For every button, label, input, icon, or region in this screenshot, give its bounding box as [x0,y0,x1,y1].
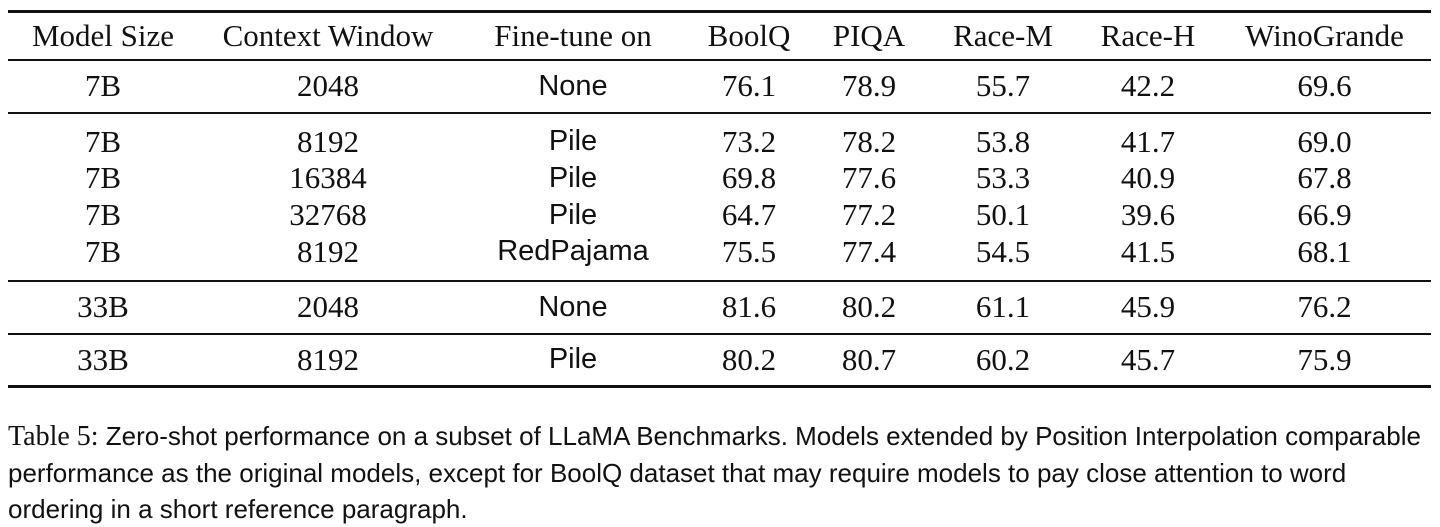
cell-boolq: 75.5 [721,233,777,269]
cell-context-window: 8192 [297,341,359,377]
header-row: Model Size Context Window Fine-tune on B… [8,12,1431,60]
cell-context-window: 32768 [289,197,367,232]
cell-piqa: 78.9 [841,68,897,103]
header-fine-tune-on: Fine-tune on [494,17,652,53]
cell-race-m: 61.1 [975,289,1031,324]
table-group: 7B 2048 None 76.1 78.9 55.7 42.2 69.6 [8,60,1431,113]
cell-piqa: 77.2 [841,197,897,232]
cell-context-window: 2048 [297,289,359,324]
cell-fine-tune-on: Pile [548,161,598,194]
cell-race-m: 50.1 [975,197,1031,232]
caption-text: Zero-shot performance on a subset of LLa… [8,421,1421,524]
cell-fine-tune-on: None [538,290,608,323]
cell-piqa: 77.4 [841,233,897,269]
cell-boolq: 76.1 [721,68,777,103]
cell-context-window: 16384 [289,160,367,195]
cell-fine-tune-on: Pile [548,198,598,231]
cell-winogrande: 75.9 [1297,341,1352,377]
cell-model-size: 7B [84,123,122,159]
cell-winogrande: 69.6 [1297,68,1352,103]
cell-model-size: 7B [84,160,122,195]
cell-winogrande: 76.2 [1297,289,1352,324]
cell-fine-tune-on: Pile [548,125,598,157]
table-row: 7B 32768 Pile 64.7 77.2 50.1 39.6 66.9 [8,197,1431,234]
cell-model-size: 7B [84,68,122,103]
cell-context-window: 2048 [297,68,359,103]
cell-model-size: 7B [84,233,122,269]
cell-winogrande: 66.9 [1297,197,1352,232]
table-group: 33B 2048 None 81.6 80.2 61.1 45.9 76.2 [8,281,1431,334]
cell-race-m: 55.7 [975,68,1031,103]
cell-race-h: 42.2 [1120,68,1176,103]
cell-fine-tune-on: RedPajama [497,235,649,267]
header-model-size: Model Size [31,17,175,53]
cell-fine-tune-on: None [538,69,608,102]
cell-piqa: 80.2 [841,289,897,324]
table-row: 7B 2048 None 76.1 78.9 55.7 42.2 69.6 [8,60,1431,113]
cell-winogrande: 68.1 [1297,233,1352,269]
results-table: Model Size Context Window Fine-tune on B… [8,10,1431,388]
header-winogrande: WinoGrande [1245,17,1404,53]
cell-winogrande: 67.8 [1297,160,1352,195]
cell-race-m: 54.5 [975,233,1031,269]
cell-race-m: 60.2 [975,341,1031,377]
header-boolq: BoolQ [707,17,791,53]
table-caption: Table 5: Zero-shot performance on a subs… [8,418,1433,527]
cell-fine-tune-on: Pile [548,343,598,376]
cell-context-window: 8192 [297,123,359,159]
table-header: Model Size Context Window Fine-tune on B… [8,11,1431,60]
cell-race-h: 41.7 [1120,123,1176,159]
table-group: 7B 8192 Pile 73.2 78.2 53.8 41.7 69.0 7B 16384 Pil… [8,113,1431,281]
table-row: 7B 8192 Pile 73.2 78.2 53.8 41.7 69.0 [8,113,1431,160]
cell-winogrande: 69.0 [1297,123,1352,159]
cell-boolq: 80.2 [721,341,777,377]
cell-piqa: 78.2 [841,123,897,159]
cell-race-m: 53.8 [975,123,1031,159]
table-row: 33B 2048 None 81.6 80.2 61.1 45.9 76.2 [8,281,1431,334]
cell-race-m: 53.3 [975,160,1031,195]
header-context-window: Context Window [222,17,434,53]
header-race-h: Race-H [1100,17,1196,53]
header-race-m: Race-M [953,17,1053,53]
cell-boolq: 64.7 [721,197,777,232]
cell-piqa: 80.7 [841,341,897,377]
cell-race-h: 39.6 [1120,197,1176,232]
cell-model-size: 7B [84,197,122,232]
table-row: 7B 16384 Pile 69.8 77.6 53.3 40.9 67.8 [8,160,1431,197]
cell-model-size: 33B [77,341,129,377]
cell-boolq: 69.8 [721,160,777,195]
table-row: 33B 8192 Pile 80.2 80.7 60.2 45.7 75.9 [8,334,1431,387]
header-piqa: PIQA [832,17,906,53]
cell-boolq: 81.6 [721,289,777,324]
cell-model-size: 33B [77,289,129,324]
table-group: 33B 8192 Pile 80.2 80.7 60.2 45.7 75.9 [8,334,1431,387]
caption-label: Table 5: [8,421,99,452]
table-row: 7B 8192 RedPajama 75.5 77.4 54.5 41.5 68.1 [8,234,1431,281]
cell-piqa: 77.6 [841,160,897,195]
cell-race-h: 45.9 [1120,289,1176,324]
cell-race-h: 45.7 [1120,341,1176,377]
cell-race-h: 41.5 [1120,233,1176,269]
cell-boolq: 73.2 [721,123,777,159]
cell-race-h: 40.9 [1120,160,1176,195]
cell-context-window: 8192 [297,233,359,269]
